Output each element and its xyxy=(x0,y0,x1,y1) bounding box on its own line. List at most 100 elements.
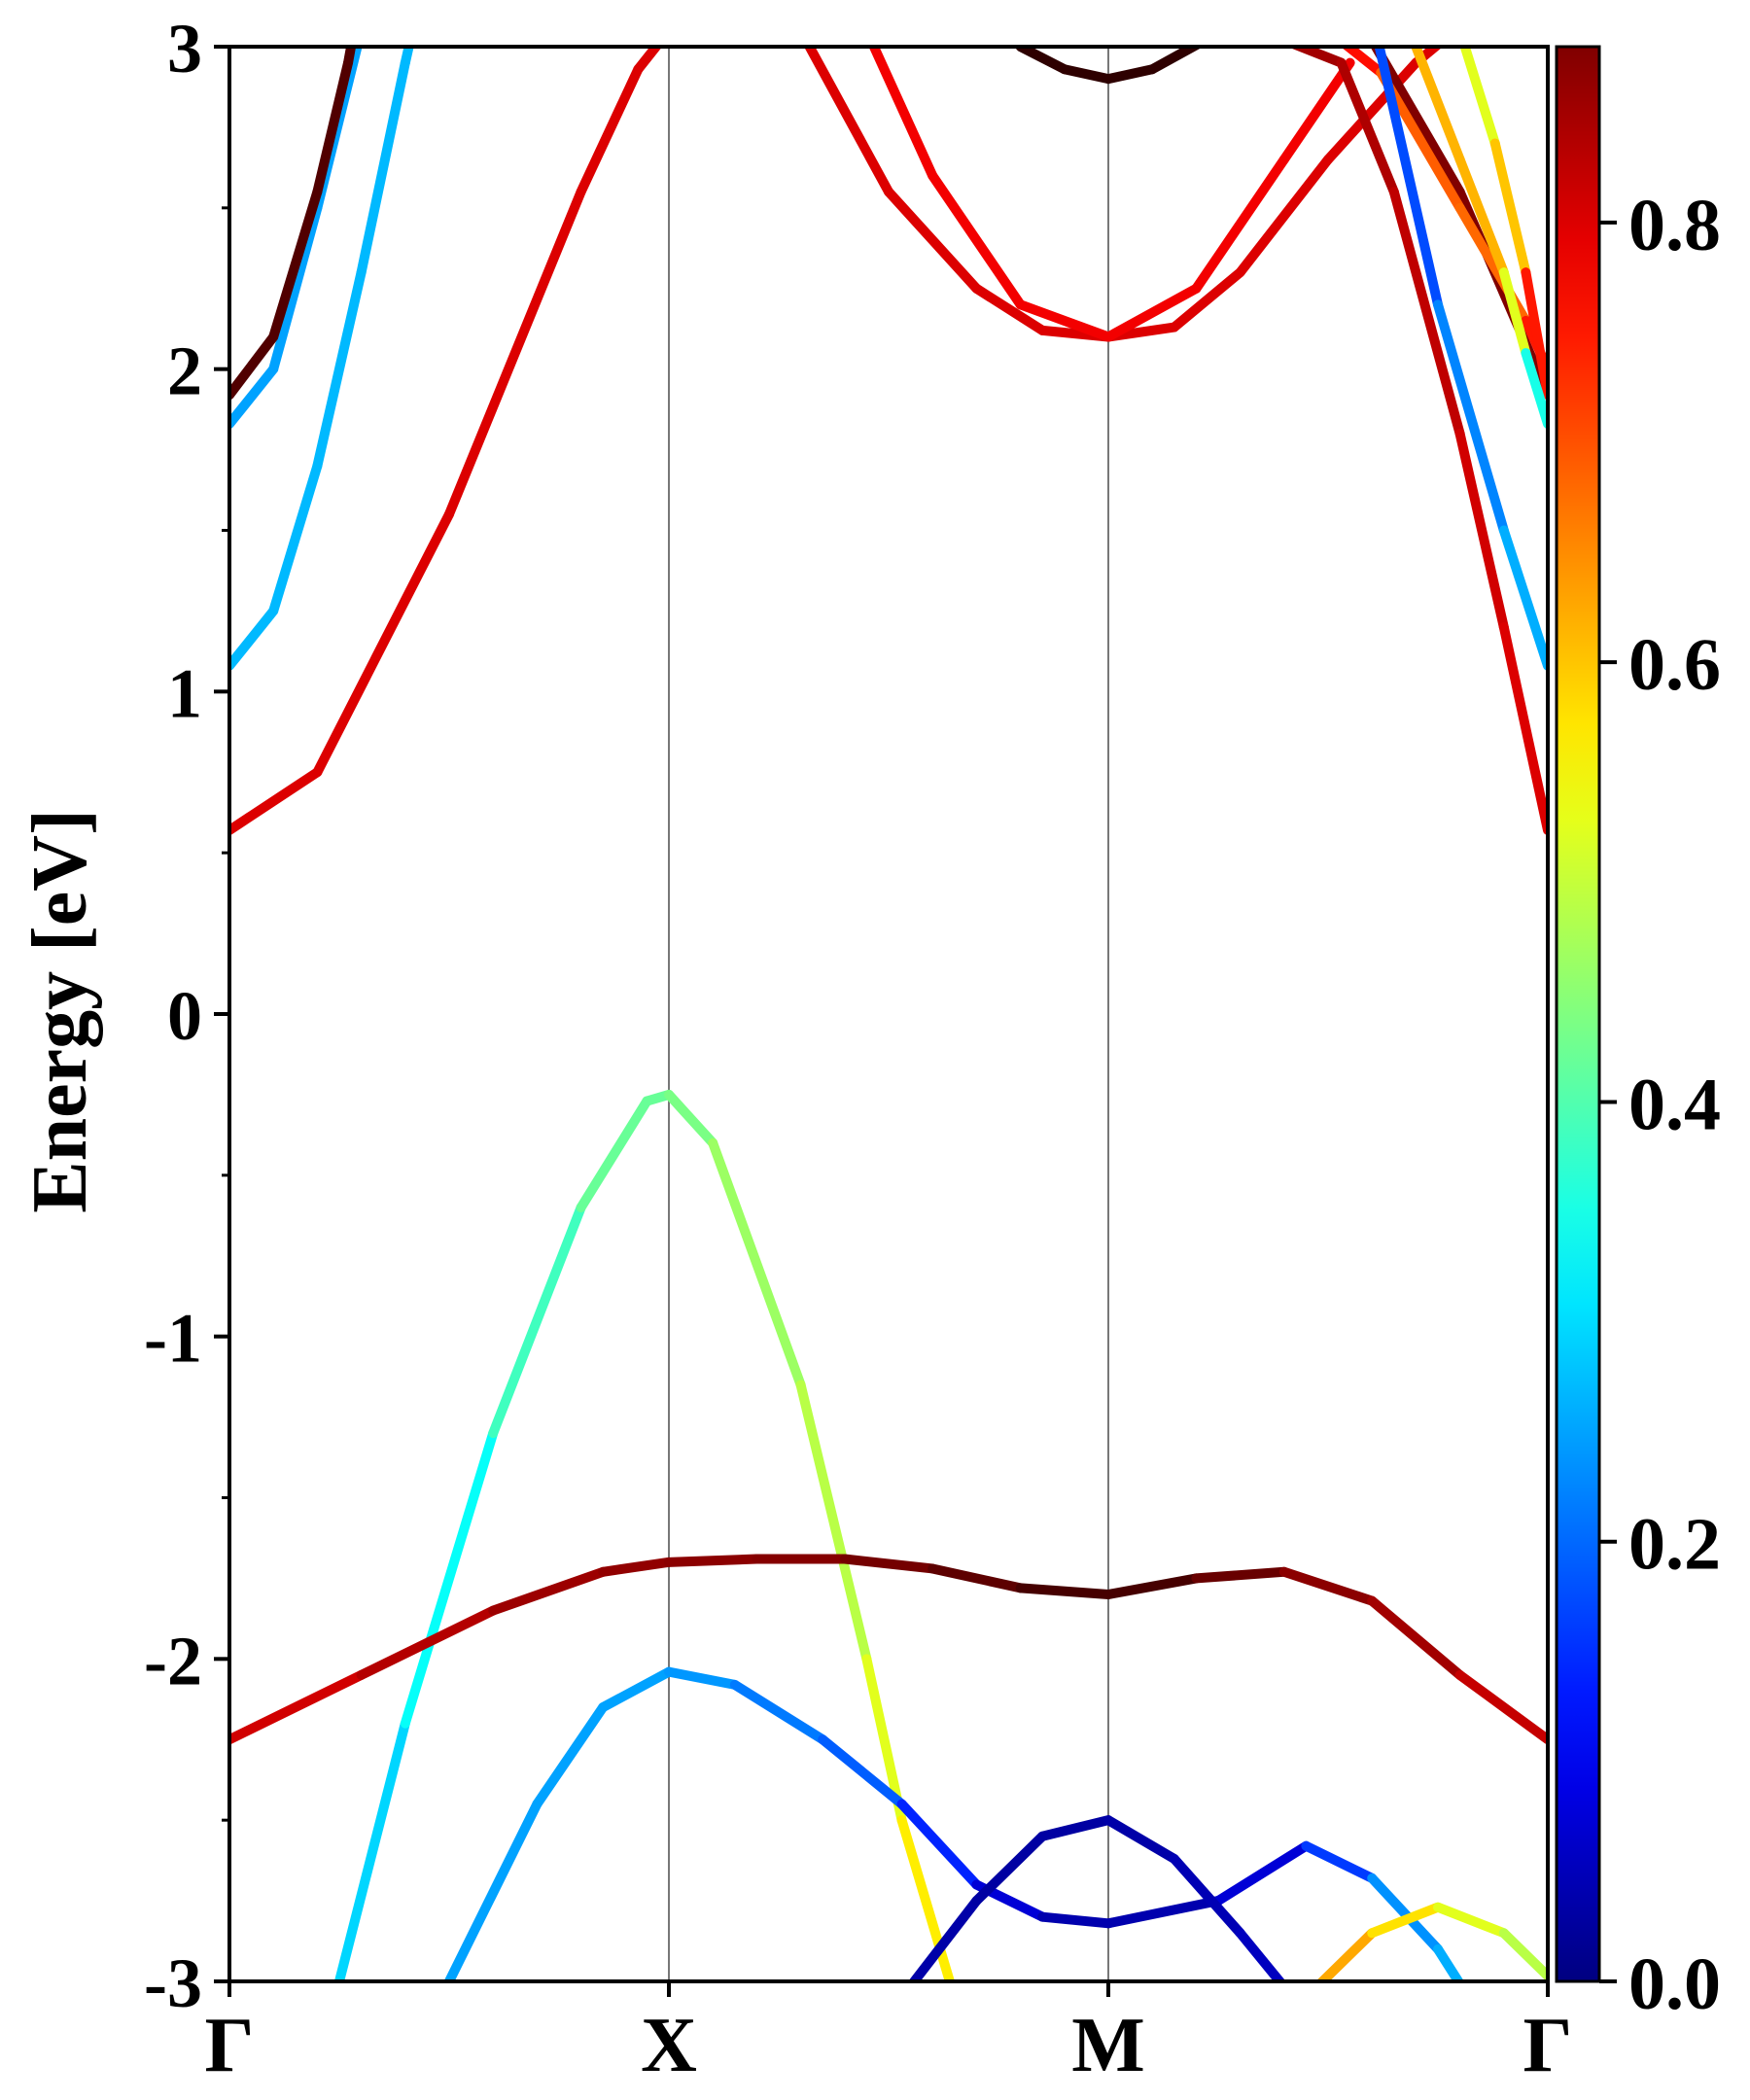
band-segment xyxy=(312,57,354,197)
band-segment xyxy=(1498,525,1548,671)
band-segment xyxy=(1278,57,1355,165)
band-segment xyxy=(598,1666,674,1713)
band-segment xyxy=(1059,64,1113,85)
y-tick-label: 3 xyxy=(167,10,202,88)
band-segment xyxy=(1301,1840,1378,1883)
band-segment xyxy=(803,47,893,197)
band-segment xyxy=(664,1089,718,1148)
band-segment xyxy=(356,1605,499,1680)
band-segment xyxy=(1169,267,1245,332)
x-tick-label: M xyxy=(1071,2003,1145,2088)
band-0 xyxy=(229,47,663,835)
band-segment xyxy=(839,1554,938,1574)
band-segment xyxy=(1367,1595,1465,1680)
band-segment xyxy=(1336,57,1399,197)
band-segment xyxy=(1411,47,1465,165)
band-segment xyxy=(1367,1872,1443,1954)
band-segment xyxy=(1498,622,1548,835)
band-segment xyxy=(312,508,454,778)
band-segment xyxy=(1037,1911,1113,1929)
band-segment xyxy=(488,1203,586,1439)
band-segment xyxy=(1433,1943,1465,1981)
band-4 xyxy=(334,1089,956,1981)
band-segment xyxy=(633,47,663,75)
band-segment xyxy=(1454,1669,1548,1745)
band-12 xyxy=(1286,47,1548,835)
band-segment xyxy=(1454,155,1509,278)
band-segment xyxy=(1103,1896,1223,1929)
colorbar-tick-label: 0.8 xyxy=(1628,185,1721,266)
y-tick-label: 2 xyxy=(167,332,202,410)
band-segment xyxy=(1235,155,1333,278)
band-6 xyxy=(908,1815,1286,1981)
band-segment xyxy=(928,170,1026,310)
band-segment xyxy=(444,187,586,519)
band-3 xyxy=(229,47,357,401)
vertical-grid-lines xyxy=(668,47,1109,1981)
plot-frame xyxy=(228,45,1550,1983)
band-segment xyxy=(229,1669,367,1745)
band-segment xyxy=(868,47,938,181)
band-17 xyxy=(1374,47,1548,671)
band-segment xyxy=(576,1096,652,1212)
colorbar-tick-label: 0.0 xyxy=(1628,1943,1721,2025)
band-1 xyxy=(229,47,414,671)
x-tick-label: Γ xyxy=(205,2003,255,2088)
band-segment xyxy=(1388,187,1465,438)
band-segment xyxy=(229,364,279,430)
x-tick-label: X xyxy=(641,2003,697,2088)
band-segment xyxy=(1015,1583,1113,1599)
band-segment xyxy=(1521,348,1548,430)
y-ticks: -3 -2 -1 0 1 2 3 xyxy=(144,10,229,2022)
band-segment xyxy=(268,202,323,374)
band-segment xyxy=(400,1428,499,1729)
band-segment xyxy=(532,1702,609,1809)
band-segment xyxy=(896,1799,982,1890)
band-segment xyxy=(1169,1853,1245,1939)
band-segment xyxy=(1454,429,1509,632)
colorbar: 0.0 0.2 0.4 0.6 0.8 xyxy=(1555,45,1721,2025)
y-tick-label: 0 xyxy=(167,977,202,1055)
band-segment xyxy=(818,1734,907,1809)
band-segment xyxy=(598,1557,674,1577)
y-tick-label: -1 xyxy=(144,1300,202,1378)
band-segment xyxy=(576,64,644,197)
band-segment xyxy=(1235,1928,1286,1981)
band-segment xyxy=(334,1718,410,1981)
y-axis-label: Energy [eV] xyxy=(18,809,103,1212)
band-segment xyxy=(896,1815,956,1981)
band-segment xyxy=(444,1799,542,1981)
band-segment xyxy=(1411,47,1444,68)
band-segment xyxy=(1498,1928,1548,1981)
colorbar-gradient xyxy=(1555,45,1601,1983)
band-segment xyxy=(1374,47,1443,310)
band-segment xyxy=(1459,47,1500,149)
band-segment xyxy=(928,1563,1026,1593)
band-11 xyxy=(1015,47,1204,85)
band-segment xyxy=(1340,47,1386,78)
band-segment xyxy=(1489,138,1531,278)
y-tick-label: 1 xyxy=(167,654,202,732)
band-5 xyxy=(444,1666,1465,1981)
band-segment xyxy=(971,283,1048,335)
band-segment xyxy=(1498,267,1531,359)
band-segment xyxy=(343,47,357,68)
band-segment xyxy=(1213,1840,1312,1907)
band-16 xyxy=(1411,47,1548,430)
band-segment xyxy=(1015,299,1113,342)
band-segment xyxy=(1433,1902,1509,1939)
band-segment xyxy=(795,1380,872,1664)
colorbar-tick-label: 0.6 xyxy=(1628,624,1721,706)
band-segment xyxy=(268,187,323,342)
y-tick-label: -2 xyxy=(144,1622,202,1699)
band-lines xyxy=(229,47,1548,1981)
band-segment xyxy=(1015,47,1069,75)
band-segment xyxy=(1367,1902,1443,1939)
colorbar-tick-label: 0.4 xyxy=(1628,1064,1721,1145)
band-segment xyxy=(884,187,982,294)
band-segment xyxy=(1103,1573,1202,1599)
band-8 xyxy=(229,1554,1548,1745)
band-segment xyxy=(1315,1928,1378,1981)
band-segment xyxy=(729,1679,828,1745)
